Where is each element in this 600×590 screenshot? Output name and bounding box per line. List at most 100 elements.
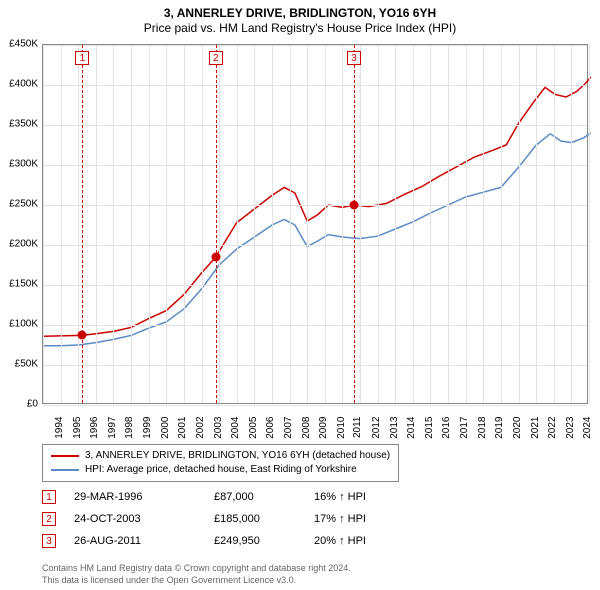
gridline-vertical bbox=[184, 45, 185, 403]
legend-row-price: 3, ANNERLEY DRIVE, BRIDLINGTON, YO16 6YH… bbox=[51, 449, 390, 463]
gridline-horizontal bbox=[43, 45, 587, 46]
footer-line-1: Contains HM Land Registry data © Crown c… bbox=[42, 562, 351, 574]
gridline-vertical bbox=[61, 45, 62, 403]
gridline-vertical bbox=[325, 45, 326, 403]
x-tick-label: 2002 bbox=[195, 417, 206, 439]
y-tick-label: £250K bbox=[9, 199, 38, 210]
gridline-horizontal bbox=[43, 245, 587, 246]
gridline-horizontal bbox=[43, 205, 587, 206]
y-tick-label: £300K bbox=[9, 159, 38, 170]
gridline-vertical bbox=[554, 45, 555, 403]
legend-label-hpi: HPI: Average price, detached house, East… bbox=[85, 463, 357, 477]
x-tick-label: 2016 bbox=[441, 417, 452, 439]
gridline-vertical bbox=[78, 45, 79, 403]
sale-marker-badge: 3 bbox=[347, 51, 361, 65]
plot-svg bbox=[43, 45, 587, 403]
y-tick-label: £100K bbox=[9, 319, 38, 330]
gridline-vertical bbox=[131, 45, 132, 403]
x-tick-label: 2001 bbox=[177, 417, 188, 439]
gridline-horizontal bbox=[43, 365, 587, 366]
sale-price: £87,000 bbox=[214, 491, 314, 503]
sale-marker-line bbox=[82, 45, 83, 403]
sale-date: 26-AUG-2011 bbox=[74, 535, 214, 547]
gridline-vertical bbox=[430, 45, 431, 403]
gridline-vertical bbox=[237, 45, 238, 403]
gridline-vertical bbox=[483, 45, 484, 403]
legend: 3, ANNERLEY DRIVE, BRIDLINGTON, YO16 6YH… bbox=[42, 444, 399, 482]
sale-marker-badge: 1 bbox=[75, 51, 89, 65]
sale-date: 29-MAR-1996 bbox=[74, 491, 214, 503]
gridline-vertical bbox=[501, 45, 502, 403]
y-tick-label: £350K bbox=[9, 119, 38, 130]
x-tick-label: 2011 bbox=[352, 417, 363, 439]
sale-row-badge: 2 bbox=[42, 512, 56, 526]
gridline-vertical bbox=[113, 45, 114, 403]
x-tick-label: 2004 bbox=[230, 417, 241, 439]
gridline-vertical bbox=[307, 45, 308, 403]
sale-price: £185,000 bbox=[214, 513, 314, 525]
x-tick-label: 2010 bbox=[336, 417, 347, 439]
sales-table-row: 224-OCT-2003£185,00017% ↑ HPI bbox=[42, 508, 414, 530]
gridline-vertical bbox=[360, 45, 361, 403]
x-tick-label: 2022 bbox=[547, 417, 558, 439]
gridline-vertical bbox=[589, 45, 590, 403]
gridline-vertical bbox=[272, 45, 273, 403]
x-tick-label: 1995 bbox=[71, 417, 82, 439]
sale-price: £249,950 bbox=[214, 535, 314, 547]
y-tick-label: £450K bbox=[9, 39, 38, 50]
legend-swatch-hpi bbox=[51, 469, 79, 471]
chart-title: 3, ANNERLEY DRIVE, BRIDLINGTON, YO16 6YH bbox=[0, 6, 600, 20]
x-tick-label: 2003 bbox=[212, 417, 223, 439]
attribution-footer: Contains HM Land Registry data © Crown c… bbox=[42, 562, 351, 586]
y-tick-label: £150K bbox=[9, 279, 38, 290]
y-tick-label: £200K bbox=[9, 239, 38, 250]
gridline-vertical bbox=[536, 45, 537, 403]
sale-marker-badge: 2 bbox=[209, 51, 223, 65]
gridline-vertical bbox=[149, 45, 150, 403]
x-tick-label: 2008 bbox=[300, 417, 311, 439]
x-tick-label: 1996 bbox=[89, 417, 100, 439]
gridline-vertical bbox=[413, 45, 414, 403]
y-tick-label: £50K bbox=[15, 359, 38, 370]
sale-delta: 20% ↑ HPI bbox=[314, 535, 414, 547]
x-tick-label: 2015 bbox=[424, 417, 435, 439]
sale-delta: 17% ↑ HPI bbox=[314, 513, 414, 525]
sale-marker-dot bbox=[211, 253, 220, 262]
x-tick-label: 2023 bbox=[565, 417, 576, 439]
gridline-vertical bbox=[448, 45, 449, 403]
gridline-vertical bbox=[254, 45, 255, 403]
x-tick-label: 2018 bbox=[476, 417, 487, 439]
x-tick-label: 2000 bbox=[159, 417, 170, 439]
x-tick-label: 2014 bbox=[406, 417, 417, 439]
gridline-vertical bbox=[219, 45, 220, 403]
gridline-vertical bbox=[466, 45, 467, 403]
x-tick-label: 1998 bbox=[124, 417, 135, 439]
x-tick-label: 1999 bbox=[142, 417, 153, 439]
x-tick-label: 1997 bbox=[107, 417, 118, 439]
legend-swatch-price bbox=[51, 455, 79, 457]
gridline-vertical bbox=[395, 45, 396, 403]
gridline-horizontal bbox=[43, 125, 587, 126]
gridline-horizontal bbox=[43, 165, 587, 166]
gridline-horizontal bbox=[43, 285, 587, 286]
sale-row-badge: 3 bbox=[42, 534, 56, 548]
x-axis-labels: 1994199519961997199819992000200120022003… bbox=[42, 404, 588, 444]
title-block: 3, ANNERLEY DRIVE, BRIDLINGTON, YO16 6YH… bbox=[0, 0, 600, 35]
x-tick-label: 2006 bbox=[265, 417, 276, 439]
gridline-horizontal bbox=[43, 85, 587, 86]
sale-marker-dot bbox=[78, 331, 87, 340]
gridline-horizontal bbox=[43, 325, 587, 326]
sales-table-row: 3 26-AUG-2011£249,95020% ↑ HPI bbox=[42, 530, 414, 552]
x-tick-label: 2007 bbox=[283, 417, 294, 439]
x-tick-label: 2024 bbox=[582, 417, 593, 439]
x-tick-label: 2019 bbox=[494, 417, 505, 439]
x-tick-label: 2005 bbox=[247, 417, 258, 439]
sale-row-badge: 1 bbox=[42, 490, 56, 504]
y-tick-label: £0 bbox=[27, 399, 38, 410]
footer-line-2: This data is licensed under the Open Gov… bbox=[42, 574, 351, 586]
legend-label-price: 3, ANNERLEY DRIVE, BRIDLINGTON, YO16 6YH… bbox=[85, 449, 390, 463]
sale-marker-dot bbox=[349, 201, 358, 210]
gridline-vertical bbox=[202, 45, 203, 403]
gridline-vertical bbox=[290, 45, 291, 403]
x-tick-label: 2021 bbox=[529, 417, 540, 439]
